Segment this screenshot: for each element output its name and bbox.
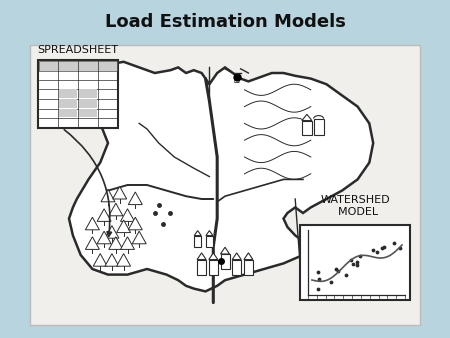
Bar [194, 236, 201, 247]
Bar [59, 108, 77, 117]
Point [349, 261, 356, 267]
Text: 🦌: 🦌 [234, 72, 240, 82]
Point [328, 280, 335, 285]
Polygon shape [86, 237, 99, 249]
Point [343, 272, 350, 277]
Point [353, 263, 360, 268]
Point [315, 269, 322, 275]
Bar [302, 121, 312, 135]
Point [348, 257, 355, 263]
Bar [79, 108, 97, 117]
Polygon shape [209, 253, 218, 260]
Bar [79, 99, 97, 108]
Text: SPREADSHEET: SPREADSHEET [37, 45, 118, 55]
Point [315, 276, 323, 282]
Bar [38, 60, 118, 128]
Bar [79, 89, 97, 98]
Bar [59, 99, 77, 108]
Bar [197, 260, 206, 274]
Polygon shape [69, 62, 373, 291]
Point [374, 249, 381, 255]
Bar [300, 225, 410, 300]
Polygon shape [197, 253, 206, 260]
Polygon shape [109, 203, 123, 216]
Bar [220, 254, 230, 269]
Polygon shape [244, 253, 253, 260]
Polygon shape [302, 114, 312, 121]
Bar [39, 61, 117, 71]
Polygon shape [86, 217, 99, 230]
Polygon shape [109, 237, 123, 249]
Point [315, 286, 322, 292]
Polygon shape [97, 209, 111, 221]
Polygon shape [121, 209, 135, 221]
Polygon shape [117, 254, 130, 266]
Polygon shape [105, 225, 119, 238]
FancyArrowPatch shape [64, 130, 112, 236]
Bar [232, 260, 241, 274]
Point [378, 245, 386, 250]
Polygon shape [206, 231, 213, 236]
Point [354, 259, 361, 264]
Polygon shape [112, 186, 127, 199]
Bar [314, 119, 324, 135]
Polygon shape [105, 254, 119, 266]
Polygon shape [121, 237, 135, 249]
Bar [244, 260, 253, 274]
Polygon shape [97, 231, 111, 244]
Bar [59, 89, 77, 98]
Polygon shape [128, 192, 142, 204]
Polygon shape [132, 231, 146, 244]
Text: Load Estimation Models: Load Estimation Models [104, 13, 346, 31]
Point [369, 247, 377, 252]
Bar [30, 45, 420, 325]
Polygon shape [232, 253, 241, 260]
Polygon shape [128, 217, 142, 230]
Point [357, 254, 364, 259]
Polygon shape [93, 254, 107, 266]
Point [396, 246, 404, 251]
Point [381, 244, 388, 250]
Bar [206, 236, 213, 247]
Point [333, 266, 340, 271]
Polygon shape [101, 189, 115, 202]
Polygon shape [220, 247, 230, 254]
Polygon shape [194, 231, 201, 236]
Polygon shape [117, 220, 130, 233]
Bar [209, 260, 218, 274]
Point [334, 269, 342, 274]
Point [390, 240, 397, 246]
Text: WATERSHED
  MODEL: WATERSHED MODEL [320, 195, 390, 217]
